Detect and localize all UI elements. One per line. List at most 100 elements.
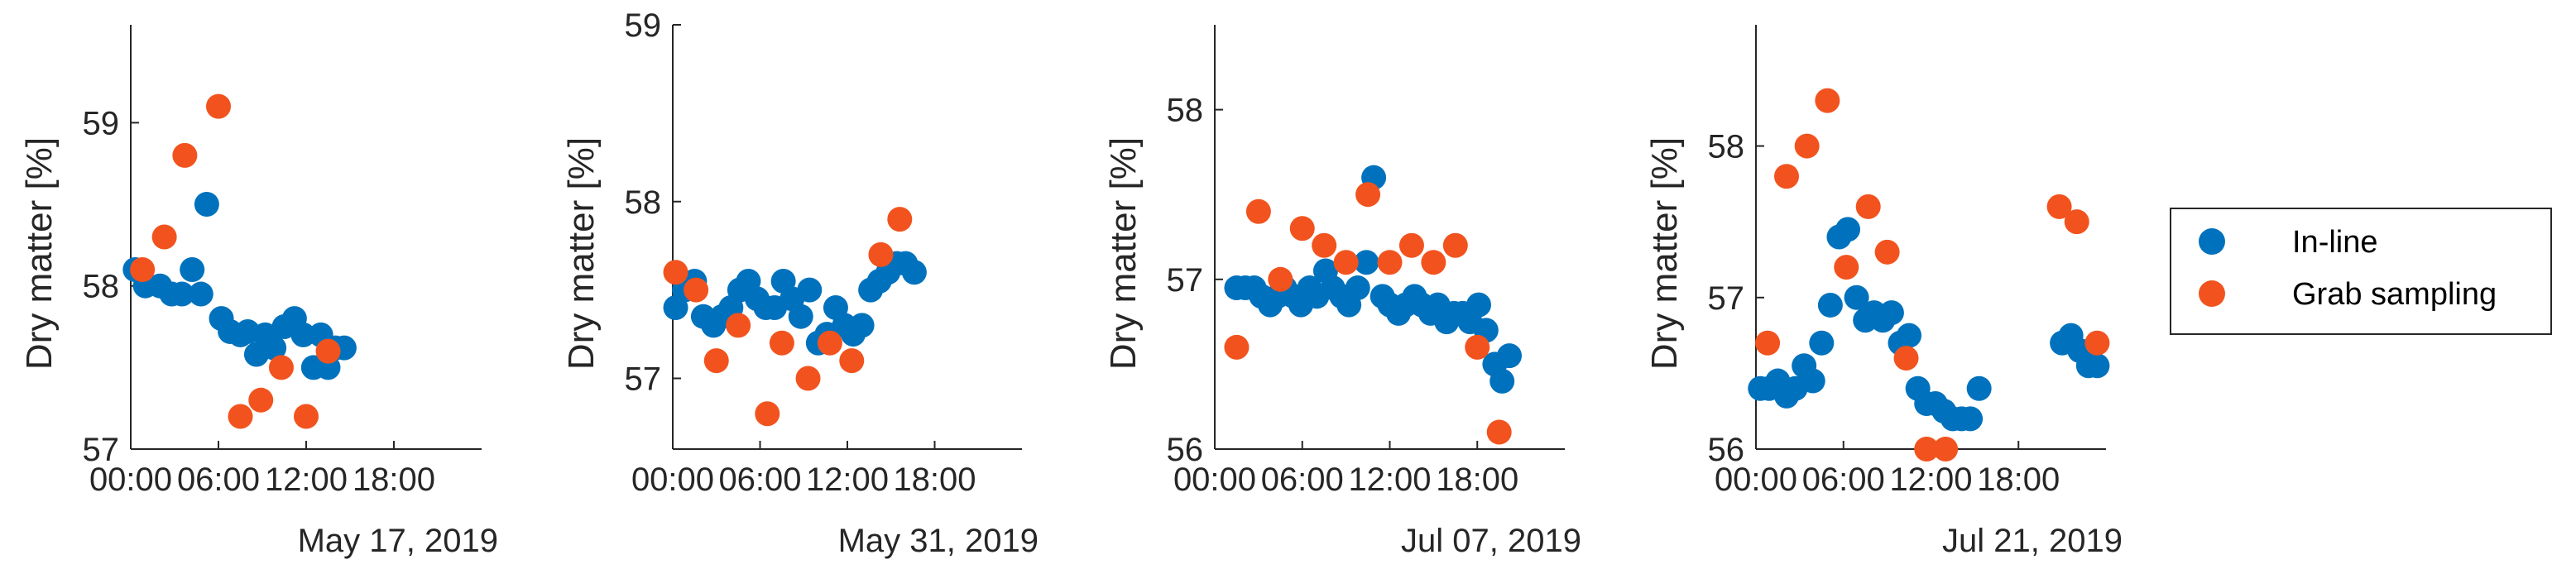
x-tick-label: 12:00 bbox=[806, 461, 889, 498]
y-tick-label: 59 bbox=[83, 105, 120, 141]
data-point bbox=[1466, 292, 1492, 318]
data-point bbox=[795, 366, 821, 391]
legend: In-line Grab sampling bbox=[2170, 208, 2552, 335]
data-point bbox=[755, 401, 780, 427]
data-point bbox=[1897, 323, 1922, 348]
x-tick-label: 18:00 bbox=[893, 461, 976, 498]
data-point bbox=[1800, 368, 1825, 394]
y-tick-label: 58 bbox=[1708, 129, 1745, 165]
data-point bbox=[1312, 232, 1337, 258]
data-point bbox=[294, 404, 319, 429]
data-point bbox=[817, 330, 842, 356]
data-point bbox=[1855, 194, 1881, 219]
data-point bbox=[1377, 250, 1403, 275]
data-point bbox=[1442, 232, 1468, 258]
data-point bbox=[1465, 334, 1490, 360]
data-point bbox=[1245, 198, 1271, 224]
data-point bbox=[188, 281, 213, 307]
data-point bbox=[1289, 216, 1315, 241]
data-point bbox=[1774, 164, 1800, 189]
data-point bbox=[901, 260, 927, 285]
data-point bbox=[2046, 194, 2072, 219]
x-tick-label: 18:00 bbox=[353, 461, 435, 498]
y-axis-label: Dry matter [%] bbox=[1103, 137, 1144, 370]
series-grab-sampling bbox=[1755, 88, 2110, 461]
data-point bbox=[663, 260, 688, 285]
data-point bbox=[1497, 343, 1523, 369]
x-tick-label: 00:00 bbox=[89, 461, 172, 498]
data-point bbox=[206, 93, 231, 119]
y-axis-label: Dry matter [%] bbox=[561, 137, 602, 370]
data-point bbox=[1874, 239, 1900, 265]
x-tick-label: 00:00 bbox=[631, 461, 714, 498]
x-tick-label: 18:00 bbox=[1436, 461, 1518, 498]
data-point bbox=[1355, 182, 1381, 208]
data-point bbox=[1354, 250, 1379, 275]
series-grab-sampling bbox=[130, 93, 341, 429]
x-tick-label: 06:00 bbox=[718, 461, 801, 498]
x-tick-label: 00:00 bbox=[1173, 461, 1256, 498]
series-in-line bbox=[1748, 217, 2110, 432]
data-point bbox=[1486, 419, 1512, 445]
data-point bbox=[2084, 330, 2110, 356]
y-tick-label: 57 bbox=[1708, 280, 1745, 317]
data-point bbox=[1835, 217, 1861, 242]
data-point bbox=[315, 338, 341, 364]
data-point bbox=[248, 387, 274, 413]
data-point bbox=[268, 355, 294, 380]
data-point bbox=[1815, 88, 1840, 113]
data-point bbox=[1398, 232, 1424, 258]
series-in-line bbox=[663, 251, 927, 356]
date-label: Jul 07, 2019 bbox=[1401, 523, 1581, 559]
y-tick-label: 56 bbox=[1167, 432, 1204, 468]
legend-box bbox=[2170, 208, 2552, 335]
data-point bbox=[1958, 406, 1984, 432]
legend-marker-in-line bbox=[2199, 228, 2225, 255]
panel-4: 56 57 58 00:00 06:00 12:00 18:00 Dry matter [%]… bbox=[1644, 25, 2123, 559]
y-tick-label: 57 bbox=[1167, 262, 1204, 299]
y-tick-label: 57 bbox=[625, 361, 662, 398]
date-label: May 31, 2019 bbox=[838, 523, 1039, 559]
y-tick-label: 58 bbox=[83, 269, 120, 305]
data-point bbox=[868, 241, 894, 267]
y-tick-label: 58 bbox=[1167, 93, 1204, 129]
panel-2: 57 58 59 00:00 06:00 12:00 18:00 Dry matter [%]… bbox=[561, 7, 1039, 559]
legend-marker-grab-sampling bbox=[2199, 280, 2225, 307]
data-point bbox=[849, 313, 875, 338]
data-point bbox=[1933, 437, 1959, 461]
x-tick-label: 12:00 bbox=[1889, 461, 1972, 498]
data-point bbox=[684, 277, 709, 303]
data-point bbox=[1268, 266, 1293, 292]
data-point bbox=[726, 313, 751, 338]
data-point bbox=[180, 256, 205, 282]
x-tick-label: 06:00 bbox=[1261, 461, 1344, 498]
legend-label-in-line: In-line bbox=[2292, 225, 2378, 260]
data-point bbox=[1224, 334, 1250, 360]
data-point bbox=[1966, 375, 1992, 401]
data-point bbox=[1333, 250, 1359, 275]
x-tick-label: 12:00 bbox=[265, 461, 348, 498]
data-point bbox=[1809, 330, 1835, 356]
data-point bbox=[769, 330, 794, 356]
x-tick-label: 00:00 bbox=[1715, 461, 1797, 498]
x-tick-label: 06:00 bbox=[1802, 461, 1885, 498]
data-point bbox=[130, 256, 156, 282]
data-point bbox=[1489, 368, 1515, 394]
data-point bbox=[839, 348, 865, 374]
data-point bbox=[1834, 255, 1859, 280]
panel-3: 56 57 58 00:00 06:00 12:00 18:00 Dry matter [%]… bbox=[1103, 25, 1581, 559]
data-point bbox=[1345, 275, 1370, 301]
data-point bbox=[261, 335, 287, 361]
data-point bbox=[1844, 284, 1869, 310]
data-point bbox=[1794, 133, 1820, 159]
data-point bbox=[1755, 330, 1781, 356]
data-point bbox=[1893, 346, 1919, 371]
series-grab-sampling bbox=[663, 207, 913, 427]
data-point bbox=[1817, 292, 1843, 318]
y-axis-label: Dry matter [%] bbox=[1644, 137, 1685, 370]
legend-label-grab-sampling: Grab sampling bbox=[2292, 277, 2497, 312]
data-point bbox=[151, 224, 177, 250]
panel-1: 57 58 59 00:00 06:00 12:00 18:00 Dry matter [%]… bbox=[19, 25, 498, 559]
data-point bbox=[172, 142, 198, 168]
